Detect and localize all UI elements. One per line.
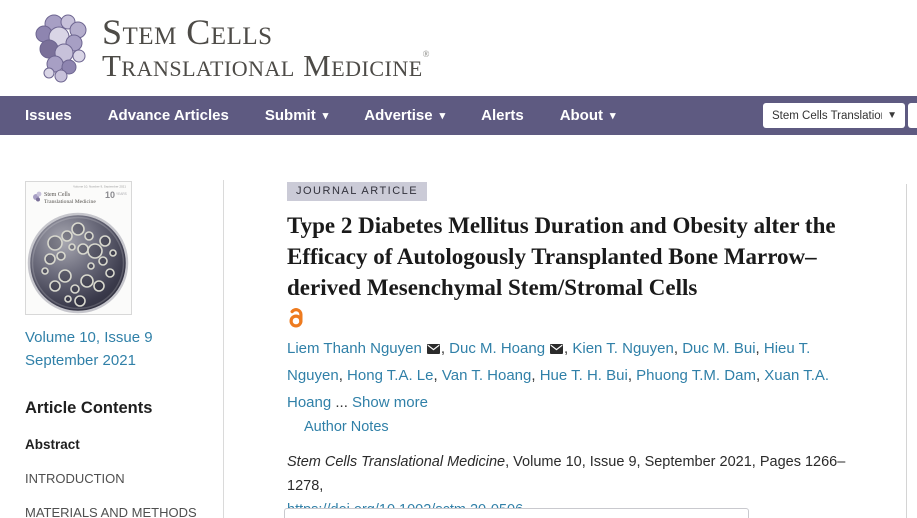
svg-text:YEARS: YEARS — [116, 192, 127, 196]
issue-link-date[interactable]: September 2021 — [25, 352, 136, 369]
author-link-hieu-t-nguyen[interactable]: Hieu T. Nguyen — [287, 340, 811, 384]
issue-link-volume[interactable]: Volume 10, Issue 9 — [25, 329, 153, 346]
sidebar-divider — [223, 180, 224, 518]
author-separator: , — [755, 340, 764, 357]
svg-text:10: 10 — [105, 190, 115, 200]
right-panel-edge — [906, 184, 907, 518]
main-navbar: Issues Advance Articles Submit ▾ Advertise ▾ A… — [0, 96, 917, 135]
cell-cluster-logo-icon — [24, 10, 94, 91]
nav-items: Issues Advance Articles Submit ▾ Advertise ▾ A… — [0, 96, 917, 135]
show-more-link[interactable]: Show more — [352, 394, 428, 411]
caret-down-icon: ▾ — [610, 110, 616, 122]
svg-text:Translational Medicine: Translational Medicine — [44, 199, 96, 205]
author-separator: , — [433, 367, 442, 384]
open-access-icon[interactable] — [287, 306, 853, 328]
author-link-duc-m-hoang[interactable]: Duc M. Hoang — [449, 340, 546, 357]
author-separator: , — [531, 367, 540, 384]
issue-cover-image[interactable]: Volume 10, Number 9, September 2021 Stem… — [25, 181, 132, 315]
issue-sidebar: Volume 10, Number 9, September 2021 Stem… — [25, 181, 210, 518]
toc-item-materials-and-methods[interactable]: MATERIALS AND METHODS — [25, 505, 197, 518]
svg-text:Stem Cells: Stem Cells — [44, 192, 71, 198]
nav-item-issues[interactable]: Issues — [25, 107, 72, 124]
author-separator: , — [440, 340, 450, 357]
author-link-van-t-hoang[interactable]: Van T. Hoang — [441, 367, 532, 384]
journal-select-value: Stem Cells Translational M — [772, 109, 882, 122]
journal-logo-text: Stem Cells Translational Medicine® — [102, 14, 430, 81]
site-header: Stem Cells Translational Medicine® — [0, 0, 917, 96]
caret-down-icon: ▾ — [322, 110, 329, 122]
select-caret-icon: ▼ — [887, 110, 897, 121]
author-separator: , — [338, 367, 348, 384]
author-notes-link[interactable]: Author Notes — [304, 419, 389, 435]
citation-journal-name: Stem Cells Translational Medicine — [287, 454, 506, 470]
nav-item-submit[interactable]: Submit ▾ — [264, 107, 329, 124]
author-link-duc-m-bui[interactable]: Duc M. Bui — [682, 340, 756, 357]
authors-ellipsis: ... — [331, 394, 353, 411]
author-link-hong-t-a-le[interactable]: Hong T.A. Le — [347, 367, 434, 384]
toc-item-abstract[interactable]: Abstract — [25, 437, 80, 452]
email-envelope-icon[interactable] — [550, 336, 564, 363]
below-fold-panel — [284, 508, 749, 518]
registered-mark: ® — [422, 49, 431, 59]
author-separator: , — [564, 340, 573, 357]
nav-item-advertise[interactable]: Advertise ▾ — [364, 107, 446, 124]
author-separator: , — [627, 367, 637, 384]
author-link-phuong-t-m-dam[interactable]: Phuong T.M. Dam — [636, 367, 756, 384]
email-envelope-icon[interactable] — [426, 336, 440, 363]
author-link-hue-t-h-bui[interactable]: Hue T. H. Bui — [539, 367, 628, 384]
svg-text:Volume 10, Number 9, September: Volume 10, Number 9, September 2021 — [73, 185, 126, 189]
article-title: Type 2 Diabetes Mellitus Duration and Ob… — [287, 213, 836, 300]
author-link-kien-t-nguyen[interactable]: Kien T. Nguyen — [572, 340, 674, 357]
article-contents-list: Abstract INTRODUCTION MATERIALS AND METHOD… — [25, 437, 210, 518]
journal-name-line1: Stem Cells — [102, 12, 273, 52]
citation-line: Stem Cells Translational Medicine, Volum… — [287, 450, 853, 498]
author-link-liem-thanh-nguyen[interactable]: Liem Thanh Nguyen — [287, 340, 422, 357]
toc-item-introduction[interactable]: INTRODUCTION — [25, 471, 125, 486]
article-main: JOURNAL ARTICLE Type 2 Diabetes Mellitus… — [287, 181, 853, 518]
author-notes: Author Notes — [287, 419, 853, 435]
search-input-partial[interactable] — [908, 103, 917, 128]
issue-links: Volume 10, Issue 9 September 2021 — [25, 326, 210, 372]
citation-details: , Volume 10, Issue 9, September 2021, Pa… — [287, 454, 846, 494]
caret-down-icon: ▾ — [439, 110, 446, 122]
author-link-xuan-t-a-hoang[interactable]: Xuan T.A. Hoang — [287, 367, 830, 411]
author-separator: , — [673, 340, 683, 357]
nav-item-alerts[interactable]: Alerts — [481, 107, 524, 124]
article-type-badge: JOURNAL ARTICLE — [287, 182, 428, 201]
article-contents-heading: Article Contents — [25, 399, 153, 417]
author-list: Liem Thanh Nguyen, Duc M. Hoang, Kien T.… — [287, 335, 853, 416]
journal-logo[interactable]: Stem Cells Translational Medicine® — [24, 10, 430, 91]
author-separator: , — [755, 367, 765, 384]
journal-select-dropdown[interactable]: Stem Cells Translational M ▼ — [763, 103, 905, 128]
nav-item-advance-articles[interactable]: Advance Articles — [107, 107, 229, 124]
journal-name-line2: Translational Medicine® — [102, 48, 431, 83]
nav-item-about[interactable]: About ▾ — [559, 107, 616, 124]
